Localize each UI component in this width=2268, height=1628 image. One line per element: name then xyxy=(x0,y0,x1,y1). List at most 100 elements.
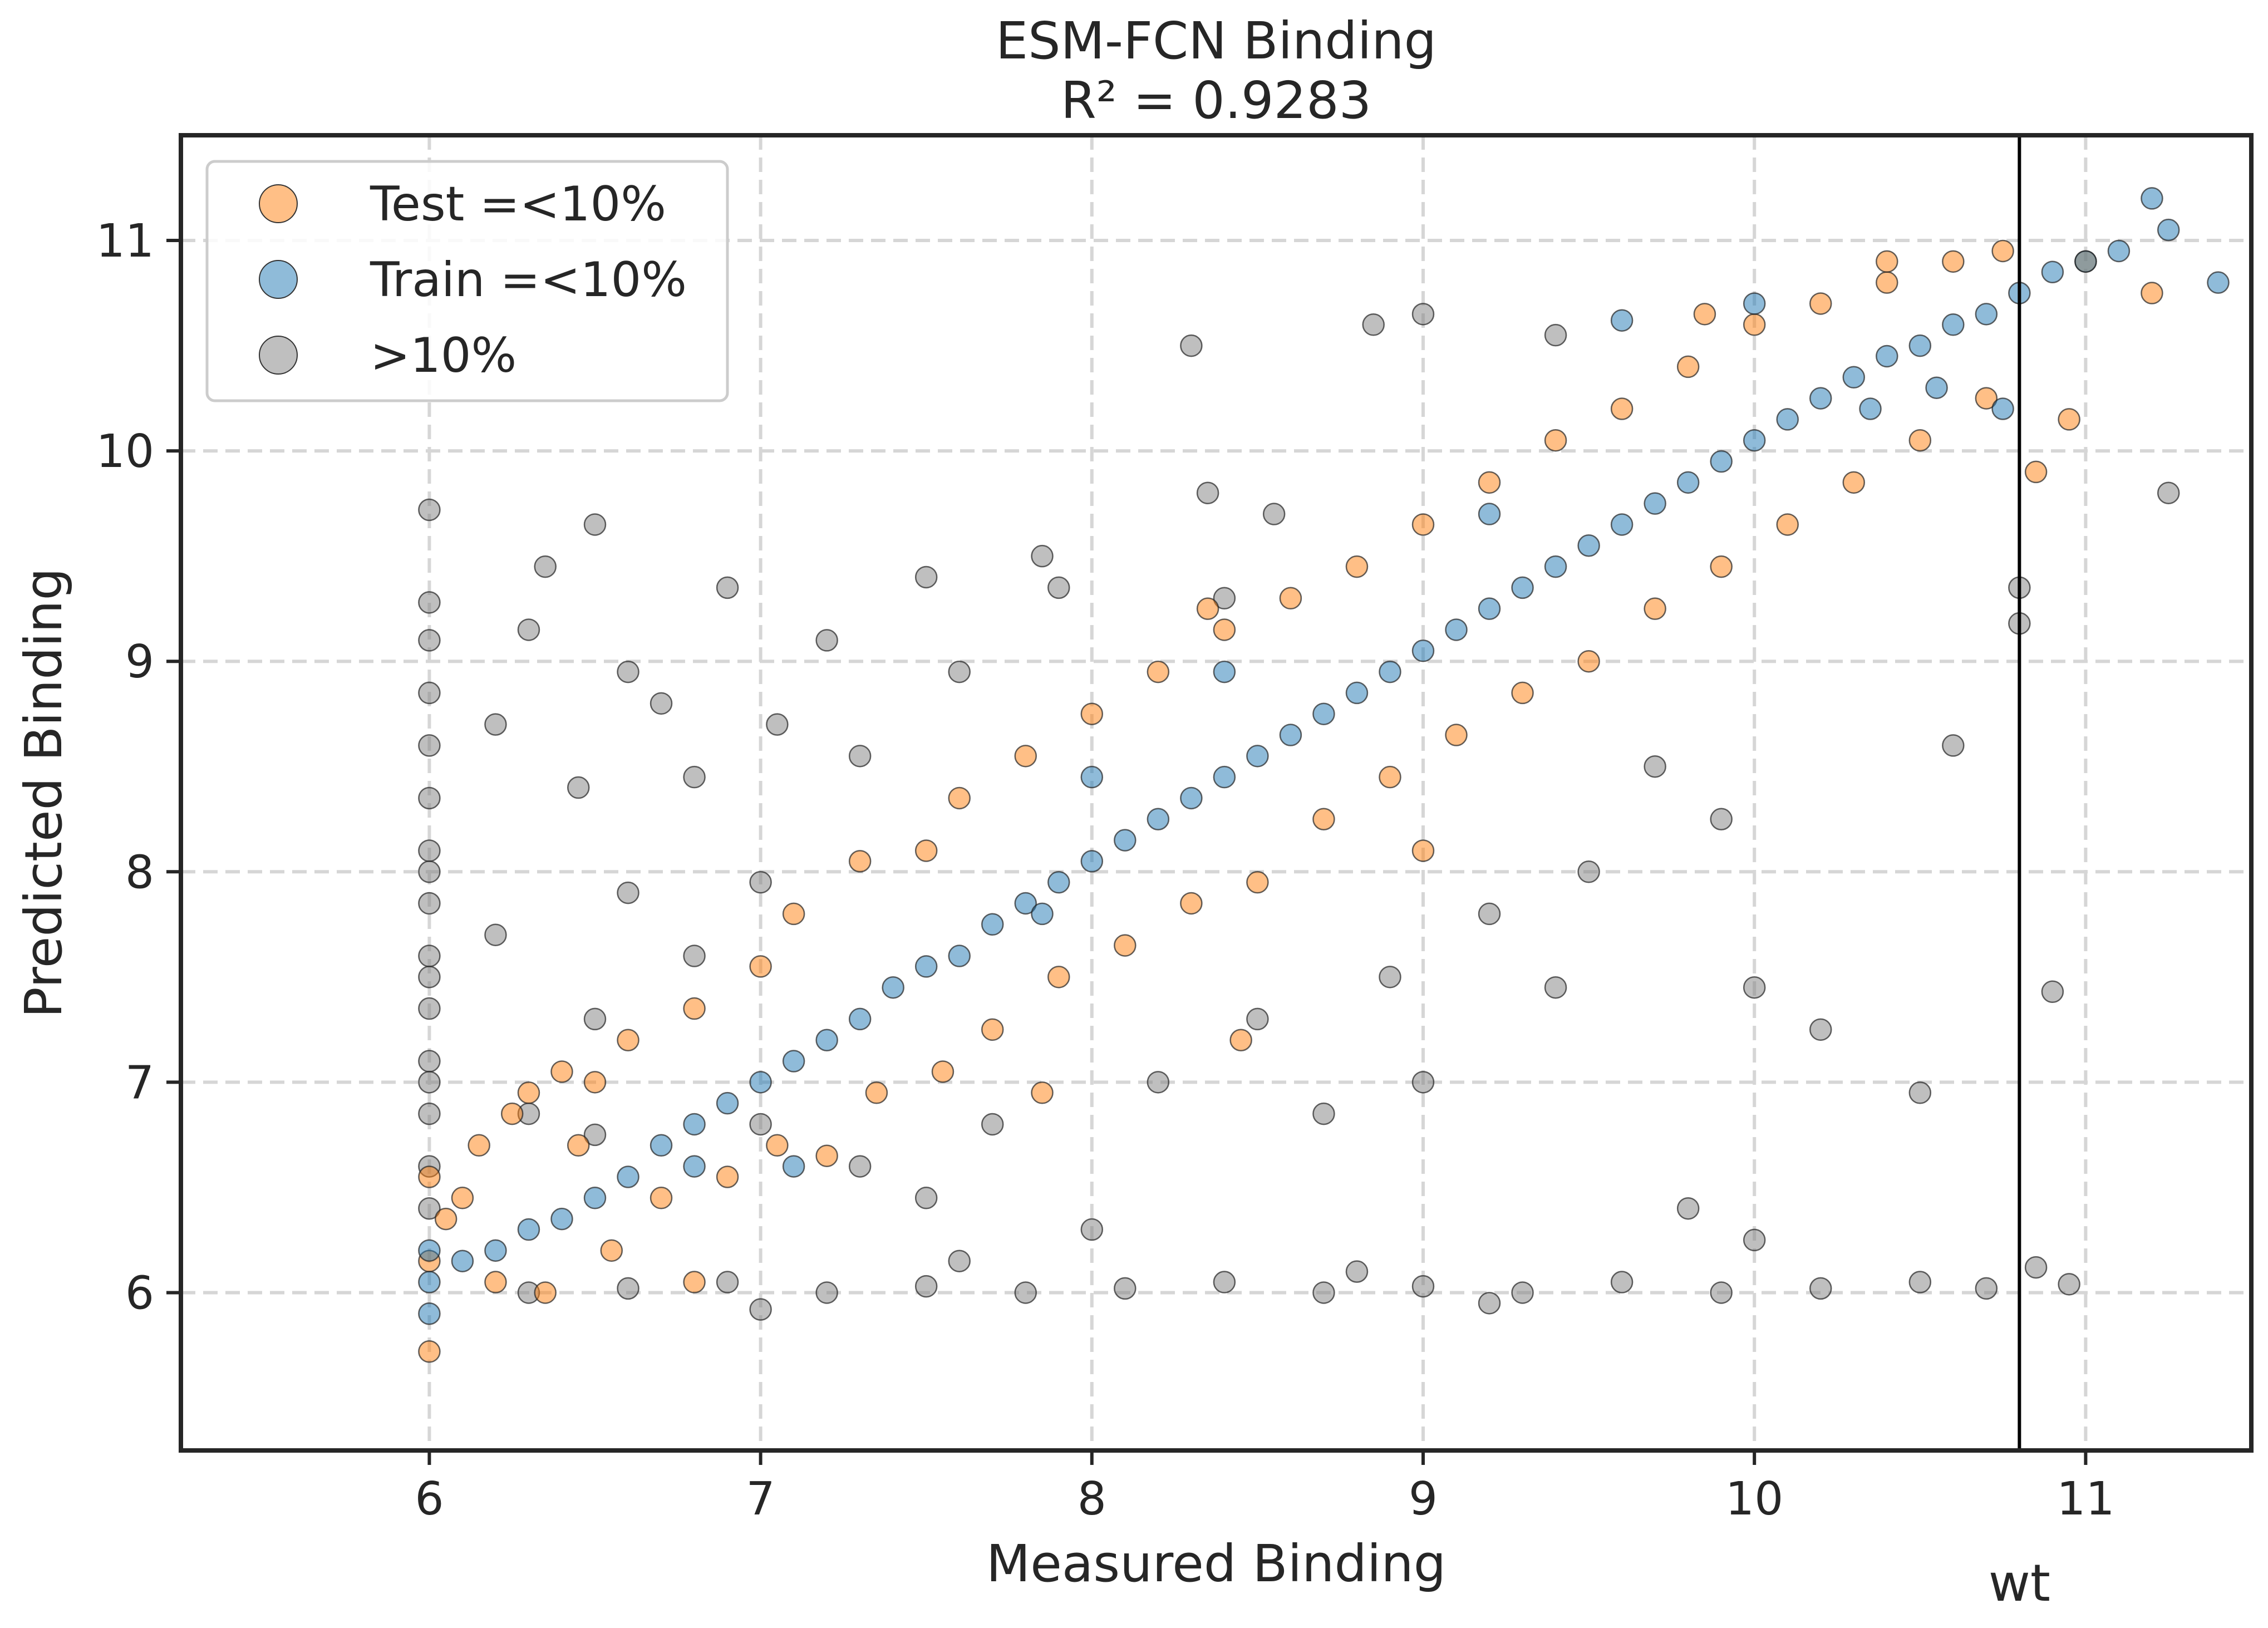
point-test xyxy=(1014,745,1037,768)
point-test xyxy=(1776,513,1799,536)
point-train xyxy=(1080,850,1104,873)
point-other xyxy=(1610,1271,1634,1293)
point-test xyxy=(815,1144,838,1167)
point-other xyxy=(1577,860,1600,883)
point-other xyxy=(617,1277,639,1300)
point-other xyxy=(517,618,540,641)
point-train xyxy=(2107,239,2131,263)
chart-subtitle: R² = 0.9283 xyxy=(1061,71,1371,130)
point-train xyxy=(550,1207,573,1231)
point-test xyxy=(1577,650,1600,673)
point-other xyxy=(914,1275,938,1298)
legend-box xyxy=(205,160,729,402)
point-train xyxy=(981,913,1004,936)
point-test xyxy=(1411,513,1435,536)
point-other xyxy=(1180,334,1203,357)
point-other xyxy=(683,945,706,967)
point-other xyxy=(418,839,441,862)
point-other xyxy=(749,870,772,894)
y-tick-label: 8 xyxy=(125,846,154,899)
point-train xyxy=(1925,376,1948,399)
point-train xyxy=(1047,870,1070,894)
point-other xyxy=(418,997,441,1020)
point-train xyxy=(1014,892,1037,915)
point-other xyxy=(749,1113,772,1136)
point-other xyxy=(567,776,590,799)
series-train xyxy=(418,187,2230,1325)
point-other xyxy=(1544,976,1567,999)
point-other xyxy=(683,765,706,789)
point-other xyxy=(2157,481,2180,504)
point-train xyxy=(1859,397,1882,420)
point-train xyxy=(1478,597,1501,620)
point-other xyxy=(418,786,441,810)
point-other xyxy=(418,860,441,883)
x-tick-label: 11 xyxy=(2057,1473,2114,1526)
point-test xyxy=(1809,292,1832,315)
point-train xyxy=(451,1250,474,1272)
point-test xyxy=(1345,555,1369,578)
point-train xyxy=(1610,309,1634,332)
point-test xyxy=(567,1134,590,1157)
y-tick-label: 10 xyxy=(96,425,154,478)
point-other xyxy=(2024,1256,2048,1279)
point-other xyxy=(418,1050,441,1073)
point-other xyxy=(1312,1102,1335,1125)
legend-entry-train: Train =<10% xyxy=(259,252,687,308)
point-train xyxy=(1610,513,1634,536)
series-test xyxy=(418,239,2163,1363)
point-test xyxy=(716,1165,739,1188)
point-train xyxy=(1031,902,1054,926)
legend-marker-test xyxy=(259,184,298,223)
point-test xyxy=(749,955,772,978)
point-train xyxy=(1743,292,1766,315)
point-test xyxy=(451,1187,474,1209)
point-test xyxy=(1312,808,1335,831)
point-test xyxy=(865,1081,888,1104)
point-test xyxy=(1180,892,1203,915)
point-other xyxy=(617,660,639,683)
point-other xyxy=(1478,902,1501,926)
point-train xyxy=(1478,503,1501,525)
point-other xyxy=(1014,1281,1037,1304)
point-train xyxy=(882,976,904,999)
point-other xyxy=(617,881,639,904)
point-train xyxy=(1279,724,1302,746)
point-train xyxy=(484,1239,507,1262)
point-test xyxy=(650,1187,673,1209)
point-other xyxy=(418,498,441,522)
point-other xyxy=(1213,1271,1236,1293)
point-other xyxy=(1345,1260,1369,1283)
point-train xyxy=(418,1302,441,1325)
chart-title: ESM-FCN Binding xyxy=(996,11,1436,71)
point-test xyxy=(848,850,872,873)
point-other xyxy=(914,1187,938,1209)
point-other xyxy=(418,892,441,915)
point-train xyxy=(1246,745,1269,768)
point-test xyxy=(2024,460,2048,484)
wt-reference-label: wt xyxy=(1989,1553,2050,1613)
point-test xyxy=(434,1207,457,1231)
point-test xyxy=(468,1134,490,1157)
point-train xyxy=(2157,218,2180,242)
point-other xyxy=(1908,1271,1932,1293)
point-train xyxy=(1776,408,1799,431)
point-test xyxy=(1445,724,1468,746)
point-train xyxy=(1991,397,2014,420)
point-train xyxy=(848,1007,872,1031)
point-other xyxy=(1908,1081,1932,1104)
point-other xyxy=(1262,503,1286,525)
series-other xyxy=(418,303,2180,1321)
plot-frame xyxy=(179,133,2254,1453)
x-tick-label: 7 xyxy=(746,1473,775,1526)
point-train xyxy=(1213,660,1236,683)
point-other xyxy=(1710,808,1733,831)
point-other xyxy=(650,692,673,715)
point-test xyxy=(1114,934,1137,957)
point-other xyxy=(815,1281,838,1304)
point-other xyxy=(1809,1277,1832,1300)
point-train xyxy=(1743,429,1766,452)
point-other xyxy=(1411,303,1435,326)
point-test xyxy=(1693,303,1716,326)
